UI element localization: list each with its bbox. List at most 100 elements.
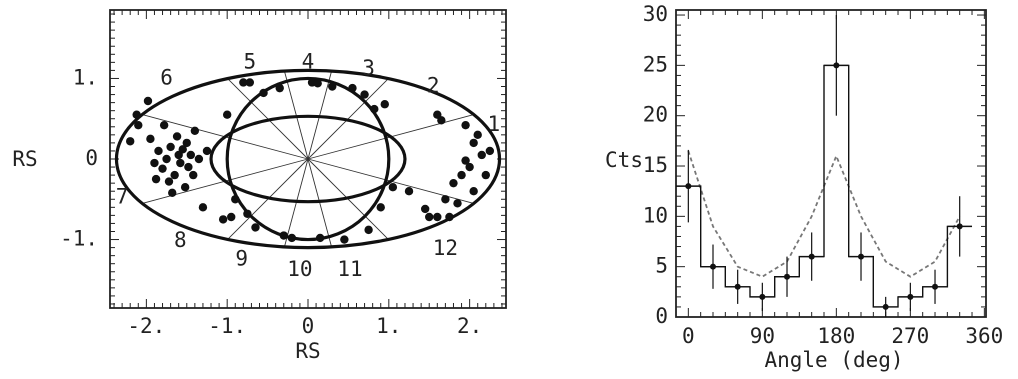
right-y-tick-label: 10 bbox=[643, 203, 668, 227]
scatter-point bbox=[168, 188, 177, 198]
scatter-point bbox=[404, 187, 414, 196]
data-point bbox=[907, 293, 914, 300]
scatter-point bbox=[259, 88, 268, 98]
right-x-tick-label: 360 bbox=[965, 324, 1003, 348]
scatter-point bbox=[425, 212, 434, 222]
left-y-axis-title: RS bbox=[12, 147, 37, 171]
scatter-point bbox=[218, 215, 228, 224]
scatter-point bbox=[433, 212, 442, 222]
scatter-point bbox=[180, 182, 190, 192]
scatter-point bbox=[477, 150, 486, 160]
scatter-point bbox=[481, 170, 490, 180]
scatter-point bbox=[184, 162, 193, 172]
scatter-point bbox=[146, 134, 155, 144]
scatter-point bbox=[132, 110, 141, 119]
scatter-point bbox=[170, 170, 179, 180]
scatter-point bbox=[164, 177, 174, 186]
scatter-point bbox=[222, 110, 232, 119]
scatter-point bbox=[176, 158, 185, 168]
scatter-point bbox=[380, 100, 389, 109]
right-y-tick-label: 30 bbox=[643, 2, 668, 26]
sector-label: 10 bbox=[287, 257, 312, 281]
left-x-tick-label: 2. bbox=[457, 314, 482, 338]
scatter-point bbox=[275, 83, 284, 93]
left-x-tick-label: 1. bbox=[376, 314, 401, 338]
scatter-point bbox=[315, 233, 325, 243]
scatter-point bbox=[360, 90, 369, 99]
scatter-point bbox=[178, 145, 187, 154]
left-x-tick-labels: -2. -1. 0 1. 2. bbox=[127, 314, 482, 338]
right-y-tick-label: 20 bbox=[643, 103, 668, 127]
scatter-point bbox=[162, 154, 171, 164]
scatter-point bbox=[457, 170, 466, 180]
left-x-tick-label: 0 bbox=[302, 314, 315, 338]
sector-label: 3 bbox=[362, 56, 375, 80]
right-x-tick-label: 270 bbox=[891, 324, 929, 348]
sector-label: 4 bbox=[302, 49, 315, 73]
scatter-point bbox=[279, 231, 288, 240]
scatter-point bbox=[182, 138, 191, 148]
right-x-tick-label: 0 bbox=[682, 324, 695, 348]
scatter-point bbox=[134, 120, 143, 130]
scatter-point bbox=[313, 79, 322, 88]
scatter-point bbox=[461, 156, 470, 165]
scatter-point bbox=[449, 178, 458, 188]
scatter-point bbox=[465, 162, 474, 172]
sector-label: 6 bbox=[160, 65, 173, 89]
data-point bbox=[833, 62, 840, 69]
sector-label: 11 bbox=[337, 257, 362, 281]
right-x-tick-labels: 0 90 180 270 360 bbox=[682, 324, 1003, 348]
right-y-tick-label: 0 bbox=[655, 304, 668, 328]
right-x-tick-label: 90 bbox=[750, 324, 775, 348]
data-point bbox=[882, 303, 889, 310]
unit-circle bbox=[225, 76, 391, 242]
right-x-axis-title: Angle (deg) bbox=[764, 348, 903, 372]
sector-label: 5 bbox=[243, 49, 256, 73]
scatter-point bbox=[189, 170, 198, 180]
scatter-point bbox=[340, 235, 349, 244]
angle-histogram-panel: 0 90 180 270 360 0 5 10 15 20 25 30 Angle (deg) Ct… bbox=[605, 2, 1003, 372]
sector-label: 8 bbox=[174, 228, 187, 252]
data-point bbox=[734, 283, 741, 290]
scatter-point bbox=[198, 203, 208, 212]
scatter-point bbox=[227, 212, 236, 222]
sector-label: 7 bbox=[116, 185, 129, 209]
sector-label: 9 bbox=[235, 247, 248, 271]
scatter-point bbox=[202, 146, 212, 156]
left-points bbox=[126, 78, 495, 244]
data-point bbox=[932, 283, 939, 290]
scatter-point bbox=[194, 154, 204, 164]
left-x-axis-title: RS bbox=[295, 339, 320, 363]
left-x-tick-label: -2. bbox=[127, 314, 165, 338]
scatter-point bbox=[453, 199, 462, 208]
right-y-tick-label: 15 bbox=[643, 153, 668, 177]
scatter-point bbox=[485, 146, 495, 156]
sector-label: 12 bbox=[433, 236, 458, 260]
sector-label: 1 bbox=[488, 112, 501, 136]
data-point bbox=[759, 293, 766, 300]
scatter-point bbox=[166, 142, 175, 152]
scatter-point bbox=[186, 150, 196, 160]
scatter-point bbox=[239, 78, 248, 87]
scatter-point bbox=[461, 120, 470, 130]
scatter-point bbox=[231, 195, 240, 204]
scatter-point bbox=[388, 182, 398, 192]
data-point bbox=[858, 253, 865, 260]
data-point bbox=[784, 273, 791, 280]
scatter-point bbox=[251, 223, 260, 232]
scatter-point bbox=[151, 174, 161, 184]
scatter-point bbox=[159, 120, 169, 130]
data-point bbox=[685, 183, 692, 190]
data-point bbox=[710, 263, 717, 270]
scatter-point bbox=[445, 212, 454, 222]
scatter-point bbox=[437, 116, 446, 125]
left-x-tick-label: -1. bbox=[208, 314, 246, 338]
scatter-point bbox=[190, 126, 200, 136]
scatter-point bbox=[348, 83, 357, 93]
left-shapes bbox=[114, 68, 502, 250]
scatter-point bbox=[287, 233, 297, 243]
histogram-steps bbox=[676, 64, 972, 308]
